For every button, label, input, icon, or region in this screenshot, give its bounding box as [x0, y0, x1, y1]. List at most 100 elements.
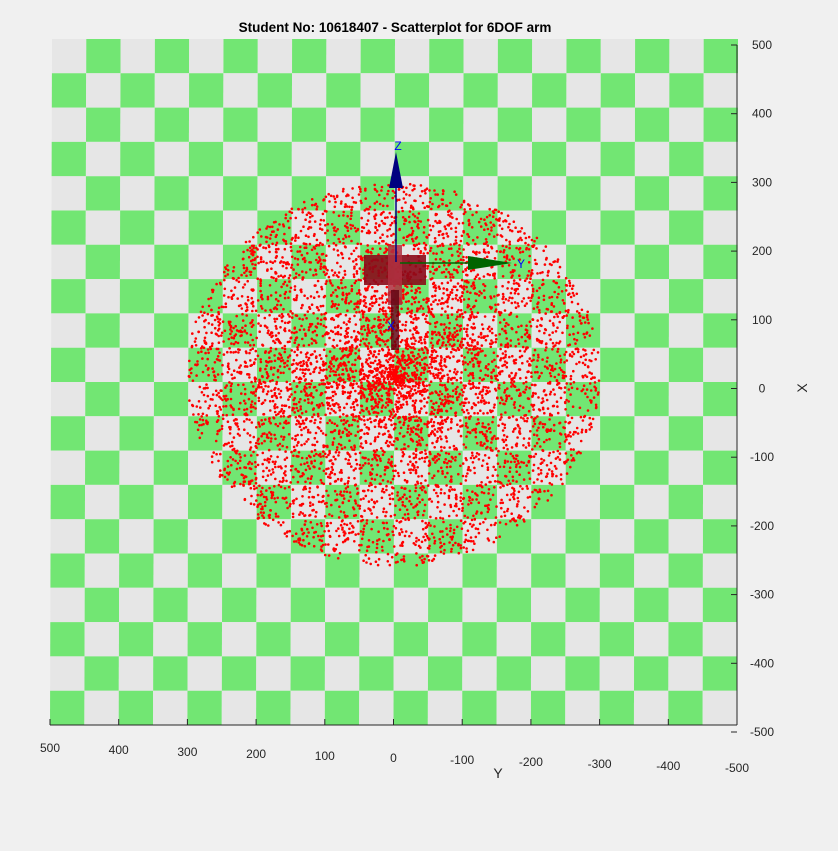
scatter-point	[412, 333, 415, 336]
scatter-point	[201, 391, 204, 394]
scatter-point	[322, 455, 325, 458]
scatter-point	[395, 447, 398, 450]
scatter-point	[375, 560, 378, 563]
scatter-point	[449, 504, 452, 507]
scatter-point	[391, 197, 394, 200]
floor-square	[600, 348, 634, 382]
scatter-point	[449, 243, 452, 246]
scatter-point	[518, 342, 521, 345]
scatter-point	[424, 378, 427, 381]
scatter-point	[285, 267, 288, 270]
scatter-point	[274, 423, 277, 426]
scatter-point	[387, 306, 390, 309]
scatter-point	[284, 474, 287, 477]
scatter-point	[502, 220, 505, 223]
scatter-point	[434, 284, 437, 287]
scatter-point	[355, 311, 358, 314]
scatter-point	[351, 187, 354, 190]
scatter-point	[498, 333, 501, 336]
scatter-point	[235, 279, 238, 282]
floor-square	[531, 691, 565, 725]
scatter-point	[565, 277, 568, 280]
scatter-point	[228, 321, 231, 324]
scatter-point	[297, 258, 300, 261]
scatter-point	[354, 227, 357, 230]
scatter-point	[350, 465, 353, 468]
scatter-point	[220, 389, 223, 392]
scatter-point	[564, 433, 567, 436]
scatter-point	[430, 342, 433, 345]
scatter-point	[202, 413, 205, 416]
scatter-point	[433, 189, 436, 192]
scatter-point	[260, 490, 263, 493]
scatter-point	[561, 290, 564, 293]
scatter-point	[464, 402, 467, 405]
scatter-point	[493, 541, 496, 544]
scatter-point	[471, 226, 474, 229]
scatter-point	[188, 399, 191, 402]
scatter-point	[369, 471, 372, 474]
scatter-point	[379, 236, 382, 239]
scatter-point	[519, 485, 522, 488]
floor-square	[429, 142, 463, 176]
scatter-point	[362, 313, 365, 316]
scatter-point	[468, 298, 471, 301]
scatter-point	[564, 386, 567, 389]
scatter-point	[383, 527, 386, 530]
scatter-point	[379, 418, 382, 421]
scatter-point	[492, 416, 495, 419]
scatter-point	[216, 394, 219, 397]
scatter-point	[549, 320, 552, 323]
floor-square	[290, 691, 324, 725]
floor-square	[462, 588, 496, 622]
scatter-point	[423, 460, 426, 463]
scatter-point	[281, 481, 284, 484]
scatter-point	[284, 281, 287, 284]
scatter-point	[250, 410, 253, 413]
scatter-point	[241, 313, 244, 316]
scatter-point	[437, 437, 440, 440]
scatter-point	[386, 216, 389, 219]
floor-square	[154, 279, 188, 313]
scatter-point	[416, 466, 419, 469]
scatter-point	[227, 420, 230, 423]
scatter-point	[526, 417, 529, 420]
scatter-point	[443, 552, 446, 555]
scatter-point	[435, 213, 438, 216]
scatter-point	[310, 295, 313, 298]
scatter-point	[455, 498, 458, 501]
scatter-point	[402, 403, 405, 406]
scatter-point	[342, 292, 345, 295]
scatter-point	[270, 433, 273, 436]
scatter-point	[404, 505, 407, 508]
scatter-point	[338, 451, 341, 454]
scatter-point	[300, 307, 303, 310]
scatter-point	[244, 402, 247, 405]
scatter-point	[326, 445, 329, 448]
scatter-point	[274, 438, 277, 441]
scatter-point	[248, 419, 251, 422]
scatter-point	[533, 307, 536, 310]
scatter-point	[404, 377, 407, 380]
scatter-point	[510, 372, 513, 375]
scatter-point	[303, 242, 306, 245]
scatter-point	[341, 298, 344, 301]
scatter-point	[303, 375, 306, 378]
scatter-point	[435, 401, 438, 404]
scatter-point	[382, 301, 385, 304]
floor-square	[634, 519, 668, 553]
scatter-point	[299, 368, 302, 371]
scatter-point	[288, 486, 291, 489]
scatter-point	[211, 461, 214, 464]
scatter-point	[295, 498, 298, 501]
scatter-point	[463, 298, 466, 301]
floor-square	[635, 211, 669, 245]
scatter-point	[378, 297, 381, 300]
scatter-point	[264, 418, 267, 421]
scatter-point	[441, 426, 444, 429]
scatter-point	[228, 381, 231, 384]
scatter-point	[439, 384, 442, 387]
floor-square	[600, 382, 634, 416]
scatter-point	[403, 223, 406, 226]
scatter-point	[429, 498, 432, 501]
